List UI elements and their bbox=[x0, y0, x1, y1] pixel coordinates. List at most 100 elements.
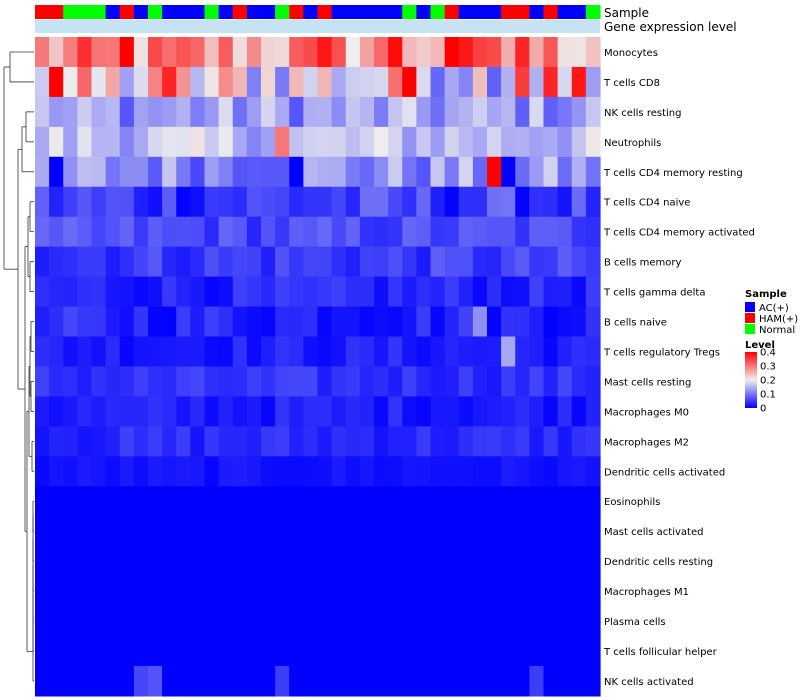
heatmap-cell bbox=[289, 665, 304, 697]
heatmap-cell bbox=[543, 665, 559, 697]
heatmap-cell bbox=[303, 336, 319, 368]
heatmap-cell bbox=[374, 486, 389, 517]
heatmap-cell bbox=[232, 396, 248, 427]
heatmap-cell bbox=[331, 37, 347, 68]
heatmap-cell bbox=[444, 37, 460, 68]
heatmap-cell bbox=[190, 186, 206, 218]
heatmap-cell bbox=[35, 636, 50, 667]
heatmap-cell bbox=[374, 126, 389, 158]
heatmap-cell bbox=[77, 96, 93, 128]
heatmap-cell bbox=[472, 276, 488, 308]
heatmap-cell bbox=[119, 336, 135, 368]
heatmap-cell bbox=[218, 516, 234, 547]
heatmap-cell bbox=[430, 665, 446, 697]
sample-annotation-cell bbox=[331, 5, 347, 19]
heatmap-cell bbox=[133, 186, 149, 218]
sample-annotation-cell bbox=[529, 5, 545, 19]
heatmap-cell bbox=[359, 156, 375, 188]
sample-annotation-cell bbox=[63, 5, 78, 19]
heatmap-cell bbox=[275, 426, 290, 457]
heatmap-cell bbox=[35, 546, 50, 577]
heatmap-cell bbox=[261, 37, 276, 68]
heatmap-cell bbox=[472, 546, 488, 577]
heatmap-cell bbox=[246, 276, 262, 308]
heatmap-cell bbox=[359, 486, 375, 517]
heatmap-cell bbox=[359, 576, 375, 607]
heatmap-cell bbox=[133, 456, 149, 487]
heatmap-cell bbox=[35, 456, 50, 487]
row-label: Macrophages M2 bbox=[604, 437, 689, 448]
heatmap-cell bbox=[162, 546, 177, 577]
heatmap-cell bbox=[133, 426, 149, 457]
heatmap-cell bbox=[585, 246, 601, 278]
heatmap-cell bbox=[91, 96, 107, 128]
level-tick-label: 0.3 bbox=[760, 362, 776, 373]
heatmap-cell bbox=[557, 366, 573, 397]
sample-annotation-cell bbox=[444, 5, 460, 19]
heatmap-cell bbox=[303, 636, 319, 667]
heatmap-cell bbox=[543, 426, 559, 457]
heatmap-cell bbox=[105, 246, 121, 278]
heatmap-cell bbox=[275, 336, 290, 368]
heatmap-cell bbox=[176, 96, 191, 128]
heatmap-cell bbox=[472, 576, 488, 607]
heatmap-cell bbox=[543, 216, 559, 248]
heatmap-cell bbox=[162, 276, 177, 308]
heatmap-cell bbox=[190, 156, 206, 188]
heatmap-cell bbox=[204, 96, 220, 128]
heatmap-cell bbox=[585, 336, 601, 368]
heatmap-cell bbox=[585, 576, 601, 607]
heatmap-cell bbox=[275, 216, 290, 248]
heatmap-cell bbox=[501, 636, 516, 667]
heatmap-cell bbox=[303, 606, 319, 637]
heatmap-cell bbox=[487, 516, 502, 547]
heatmap-cell bbox=[105, 336, 121, 368]
heatmap-cell bbox=[388, 96, 403, 128]
row-labels: Monocytes T cells CD8 NK cells resting Neut… bbox=[603, 48, 755, 688]
heatmap-cell bbox=[35, 126, 50, 158]
heatmap-cell bbox=[148, 486, 163, 517]
heatmap-cell bbox=[246, 336, 262, 368]
sample-annotation-cell bbox=[359, 5, 375, 19]
heatmap-cell bbox=[557, 516, 573, 547]
heatmap-cell bbox=[303, 516, 319, 547]
heatmap-cell bbox=[458, 336, 474, 368]
sample-annotation-cell bbox=[119, 5, 135, 19]
heatmap-cell bbox=[501, 37, 516, 68]
heatmap-cell bbox=[458, 186, 474, 218]
heatmap-cell bbox=[487, 456, 502, 487]
heatmap-cell bbox=[133, 396, 149, 427]
heatmap-cell bbox=[204, 306, 220, 338]
heatmap-cell bbox=[91, 516, 107, 547]
heatmap-cell bbox=[303, 366, 319, 397]
heatmap-cell bbox=[133, 37, 149, 68]
heatmap-cell bbox=[133, 636, 149, 667]
heatmap-cell bbox=[246, 156, 262, 188]
heatmap-cell bbox=[303, 66, 319, 98]
heatmap-cell bbox=[246, 636, 262, 667]
heatmap-cell bbox=[49, 216, 64, 248]
heatmap-cell bbox=[487, 576, 502, 607]
heatmap-cell bbox=[543, 366, 559, 397]
heatmap-cell bbox=[218, 186, 234, 218]
heatmap-cell bbox=[501, 216, 516, 248]
heatmap-cell bbox=[275, 456, 290, 487]
heatmap-cell bbox=[345, 96, 361, 128]
heatmap-cell bbox=[402, 486, 417, 517]
heatmap-cell bbox=[515, 66, 530, 98]
heatmap-cell bbox=[162, 396, 177, 427]
heatmap-cell bbox=[374, 636, 389, 667]
heatmap-cell bbox=[49, 96, 64, 128]
heatmap-cell bbox=[430, 516, 446, 547]
heatmap-cell bbox=[529, 366, 545, 397]
heatmap-cell bbox=[218, 606, 234, 637]
heatmap-cell bbox=[458, 366, 474, 397]
level-ticks: 0.4 0.3 0.2 0.1 0 bbox=[757, 348, 776, 415]
heatmap-cell bbox=[289, 186, 304, 218]
heatmap-cell bbox=[571, 546, 587, 577]
heatmap-cell bbox=[77, 576, 93, 607]
heatmap-cell bbox=[133, 516, 149, 547]
row-label: T cells regulatory Tregs bbox=[603, 347, 720, 358]
heatmap-cell bbox=[585, 306, 601, 338]
heatmap-cell bbox=[204, 66, 220, 98]
